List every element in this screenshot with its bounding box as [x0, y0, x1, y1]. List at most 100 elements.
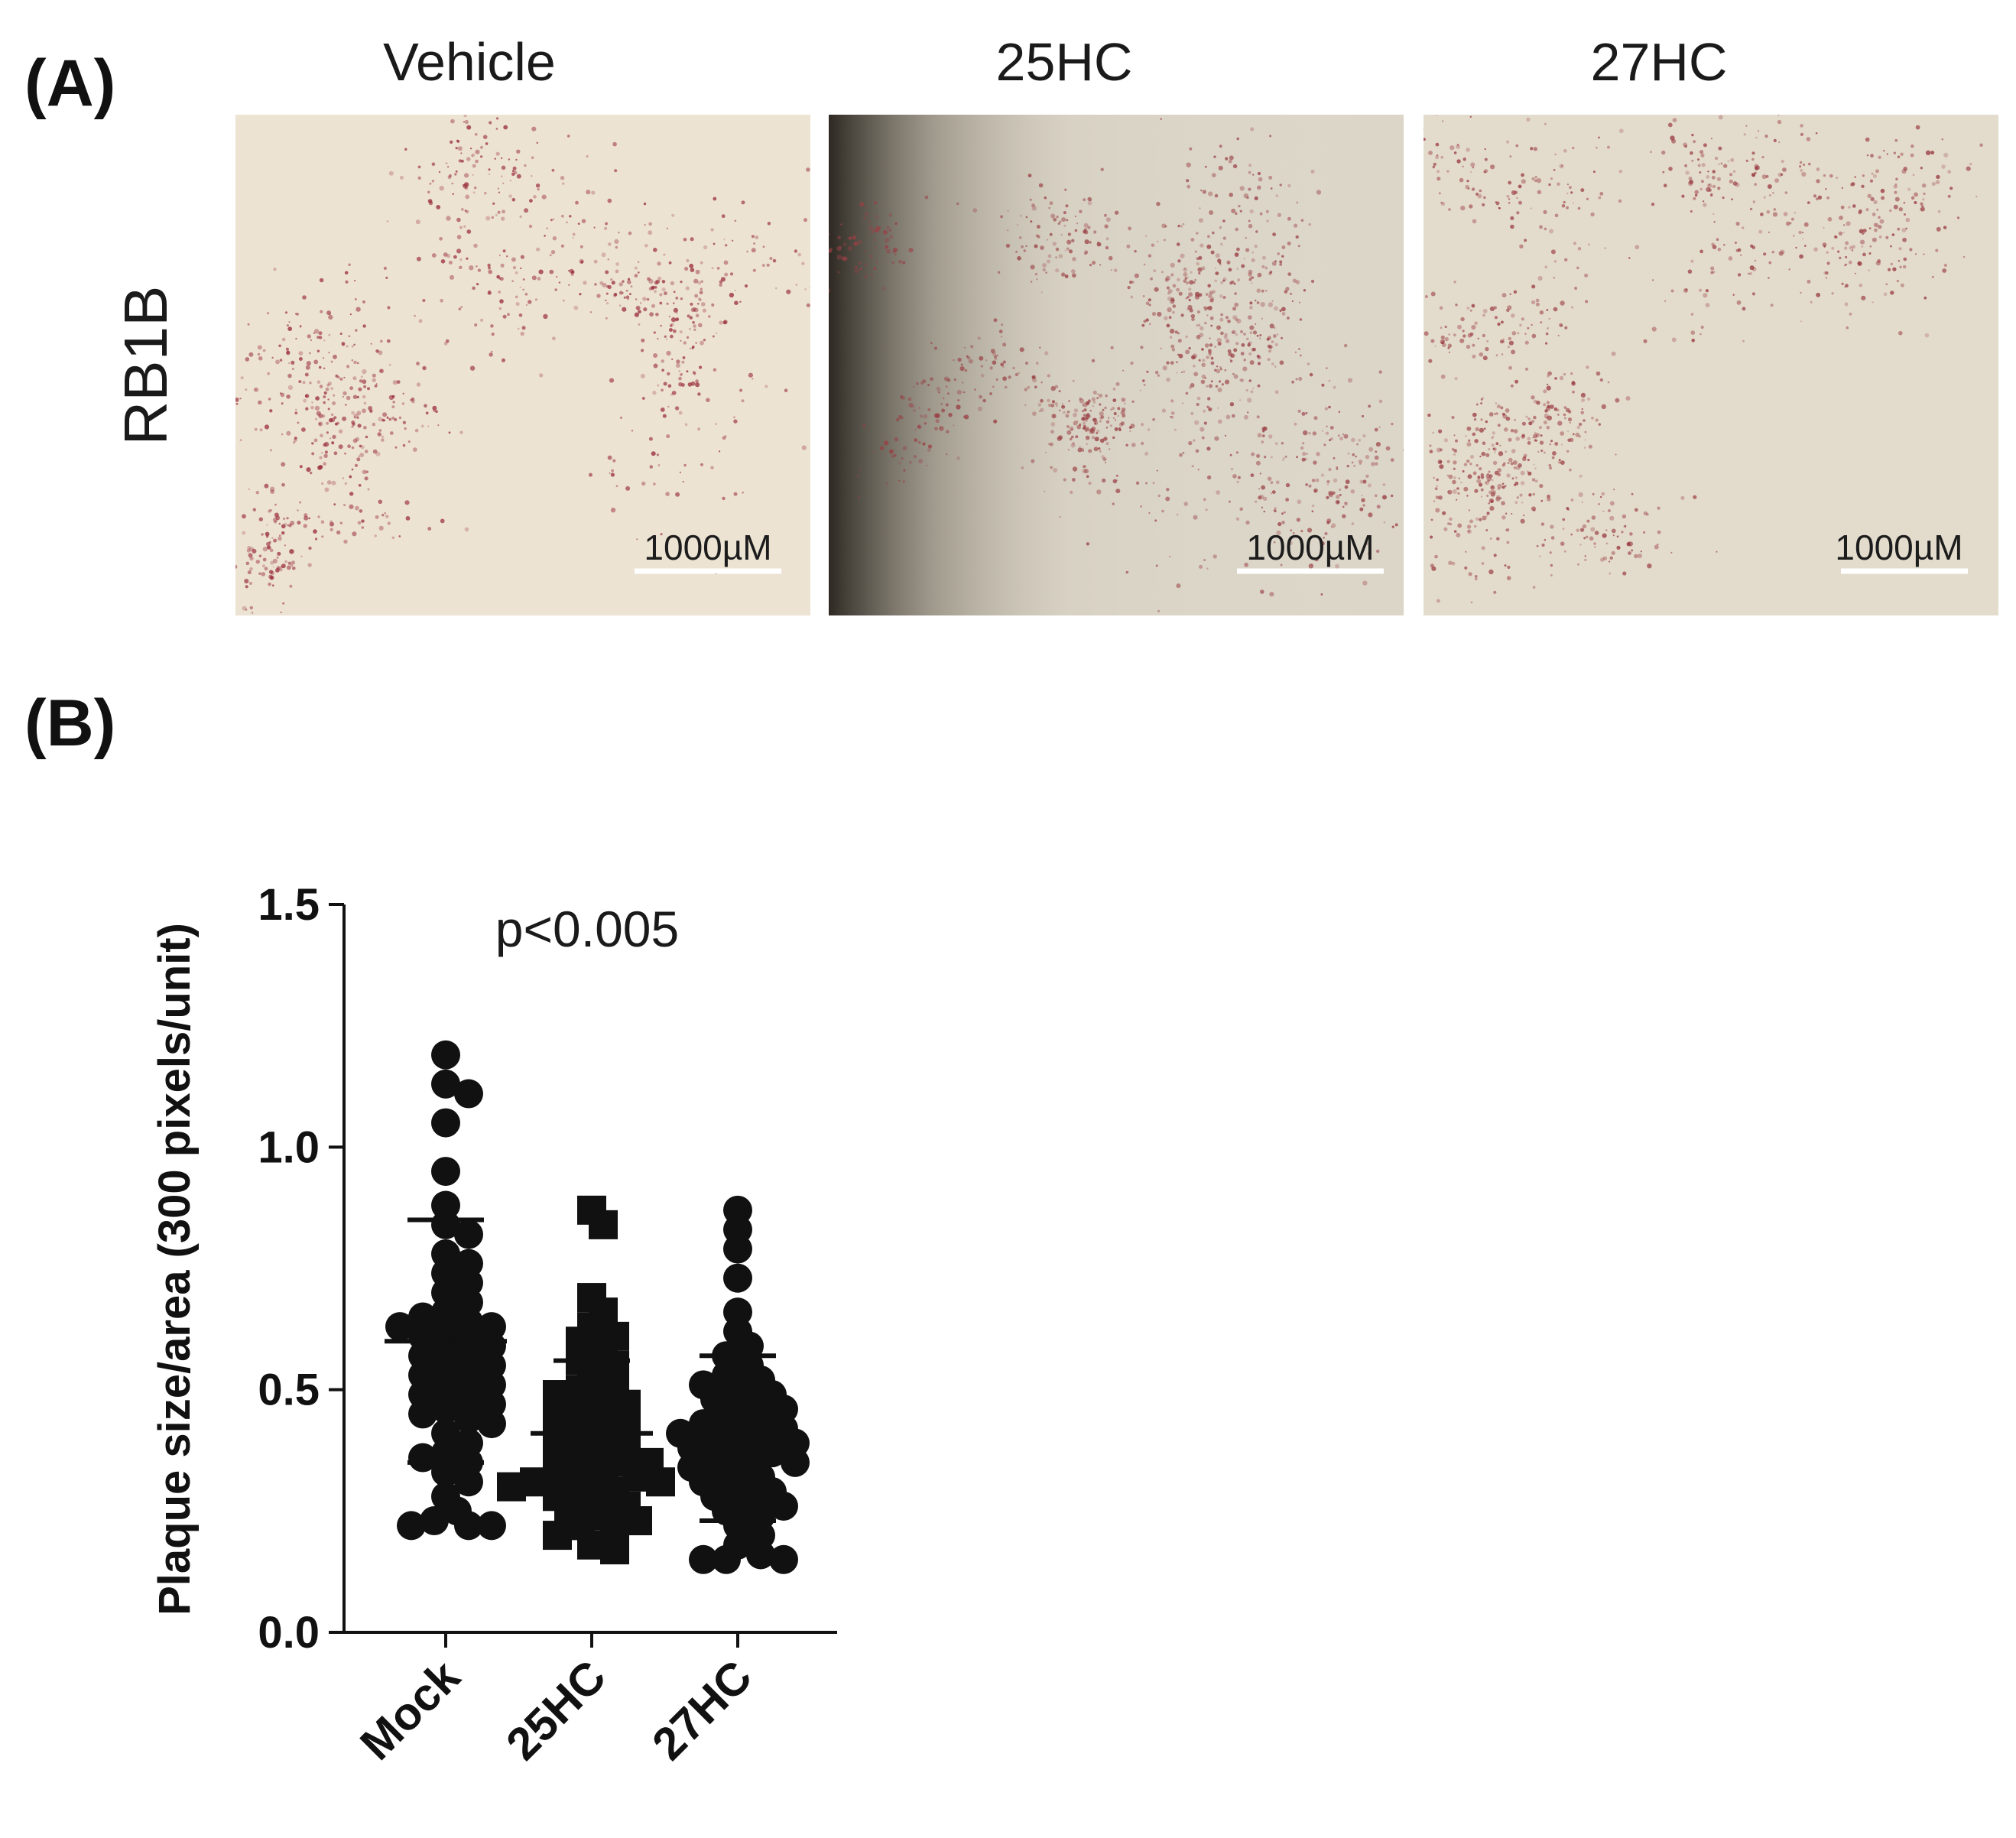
stain-dot: [1279, 309, 1282, 312]
stain-dot: [1521, 173, 1524, 177]
stain-dot: [391, 395, 395, 398]
stain-dot: [1248, 223, 1253, 229]
stain-dot: [1404, 311, 1407, 315]
stain-dot: [1801, 106, 1803, 108]
stain-dot: [1489, 537, 1492, 540]
stain-dot: [720, 277, 726, 282]
stain-dot: [1190, 412, 1194, 415]
stain-dot: [1718, 163, 1720, 165]
stain-dot: [1371, 462, 1375, 466]
stain-dot: [1212, 173, 1216, 177]
data-point: [420, 1506, 449, 1536]
stain-dot: [1249, 305, 1253, 310]
stain-dot: [291, 560, 296, 565]
stain-dot: [1595, 418, 1599, 422]
stain-dot: [245, 388, 248, 391]
stain-dot: [963, 391, 966, 394]
stain-dot: [608, 242, 612, 246]
stain-dot: [1518, 463, 1522, 468]
stain-dot: [1233, 348, 1238, 352]
stain-dot: [1615, 398, 1620, 403]
stain-dot: [930, 342, 933, 345]
stain-dot: [1185, 349, 1190, 355]
stain-dot: [1583, 419, 1586, 422]
stain-dot: [1781, 159, 1784, 164]
stain-dot: [1249, 209, 1254, 214]
stain-dot: [575, 200, 579, 205]
stain-dot: [995, 378, 998, 381]
stain-dot: [1535, 433, 1540, 437]
stain-dot: [308, 352, 311, 355]
stain-dot: [1475, 403, 1479, 406]
stain-dot: [610, 472, 615, 477]
stain-dot: [646, 297, 649, 301]
stain-dot: [683, 341, 687, 345]
stain-dot: [673, 291, 676, 294]
stain-dot: [934, 413, 940, 418]
stain-dot: [1768, 277, 1770, 279]
stain-dot: [1496, 537, 1500, 541]
stain-dot: [1618, 128, 1624, 134]
stain-dot: [338, 429, 343, 434]
stain-dot: [903, 469, 906, 472]
stain-dot: [1579, 474, 1583, 478]
stain-dot: [1462, 157, 1466, 161]
stain-dot: [1758, 229, 1763, 234]
stain-dot: [1506, 140, 1510, 144]
stain-dot: [1208, 349, 1212, 353]
stain-dot: [1356, 443, 1359, 446]
stain-dot: [1505, 408, 1510, 413]
stain-dot: [1055, 404, 1058, 408]
stain-dot: [1252, 387, 1255, 390]
stain-dot: [305, 365, 310, 370]
stain-dot: [618, 304, 622, 307]
stain-dot: [1359, 507, 1364, 511]
stain-dot: [1301, 457, 1306, 462]
stain-dot: [1920, 202, 1923, 206]
stain-dot: [1155, 564, 1158, 567]
stain-dot: [1680, 495, 1685, 500]
stain-dot: [1336, 466, 1339, 469]
stain-dot: [1258, 177, 1263, 182]
stain-dot: [1345, 502, 1347, 504]
stain-dot: [1298, 348, 1300, 350]
stain-dot: [1494, 413, 1496, 415]
stain-dot: [871, 230, 875, 234]
stain-dot: [1198, 359, 1201, 362]
stain-dot: [1000, 362, 1004, 367]
stain-dot: [273, 268, 277, 271]
stain-dot: [1643, 339, 1648, 343]
stain-dot: [1084, 239, 1089, 245]
stain-dot: [611, 281, 615, 285]
stain-dot: [1449, 517, 1453, 521]
stain-dot: [1859, 239, 1865, 245]
stain-dot: [1110, 408, 1112, 411]
stain-dot: [1147, 428, 1151, 431]
stain-dot: [1598, 196, 1602, 200]
stain-dot: [1772, 192, 1774, 194]
y-axis: 0.00.51.01.5: [258, 880, 346, 1658]
stain-dot: [433, 409, 436, 412]
stain-dot: [1093, 421, 1099, 426]
stain-dot: [1044, 451, 1047, 453]
stain-dot: [1161, 408, 1167, 413]
stain-dot: [648, 287, 653, 291]
stain-dot: [979, 356, 984, 361]
stain-dot: [1209, 298, 1214, 303]
stain-dot: [657, 384, 660, 387]
stain-dot: [1495, 496, 1501, 502]
stain-dot: [1902, 265, 1907, 269]
stain-dot: [706, 398, 710, 402]
stain-dot: [1195, 449, 1200, 453]
stain-dot: [1711, 175, 1716, 180]
stain-dot: [1435, 508, 1440, 513]
stain-dot: [982, 398, 986, 403]
stain-dot: [752, 268, 756, 272]
stain-dot: [864, 263, 867, 266]
stain-dot: [748, 372, 754, 378]
stain-dot: [331, 441, 335, 445]
stain-dot: [480, 318, 484, 322]
stain-dot: [363, 401, 367, 405]
stain-dot: [1889, 209, 1892, 213]
stain-dot: [472, 191, 476, 194]
